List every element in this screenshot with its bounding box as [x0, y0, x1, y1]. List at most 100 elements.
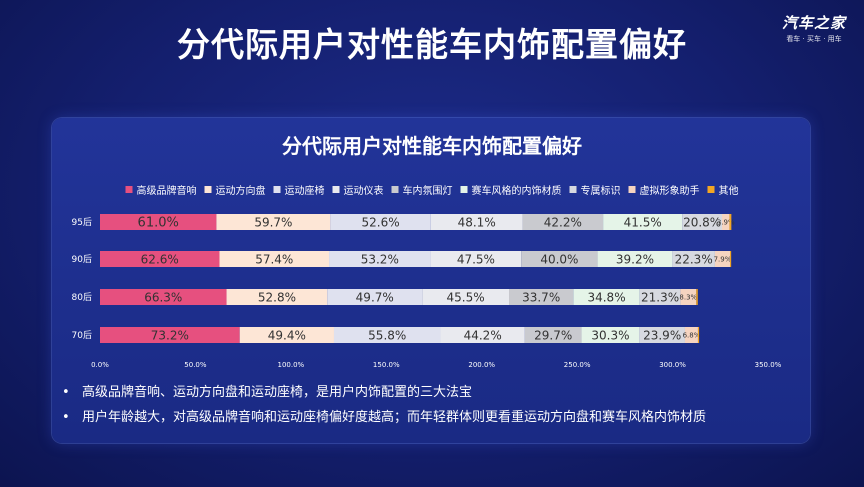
legend-label: 虚拟形象助手: [640, 184, 700, 197]
x-tick-label: 150.0%: [373, 361, 400, 369]
legend-swatch: [569, 186, 577, 193]
bar-segment: [521, 251, 598, 267]
bar-segment: [722, 214, 730, 230]
bar-segment: [440, 327, 525, 343]
brand-logo: 汽车之家 看车 · 买车 · 用车: [782, 12, 846, 44]
data-label: 39.2%: [616, 252, 654, 266]
category-label: 95后: [72, 217, 92, 228]
bar-segment: [327, 289, 423, 305]
data-label: 7.9%: [714, 256, 732, 264]
data-label: 59.7%: [254, 215, 292, 229]
data-label: 23.9%: [643, 328, 681, 342]
bar-segment: [597, 251, 673, 267]
legend-label: 专属标识: [581, 184, 621, 197]
data-label: 48.1%: [458, 215, 496, 229]
data-label: 53.2%: [361, 252, 399, 266]
data-label: 34.8%: [587, 290, 625, 304]
legend-swatch: [460, 186, 468, 193]
legend-swatch: [628, 186, 636, 193]
data-label: 42.2%: [544, 215, 582, 229]
bar-segment: [696, 289, 698, 305]
note-item: 用户年龄越大，对高级品牌音响和运动座椅偏好度越高；而年轻群体则更看重运动方向盘和…: [62, 409, 822, 426]
data-label: 47.5%: [457, 252, 495, 266]
chart-title: 分代际用户对性能车内饰配置偏好: [282, 134, 582, 158]
bar-segment: [697, 327, 700, 343]
legend-label: 运动仪表: [344, 184, 384, 197]
bar-segment: [333, 327, 441, 343]
x-tick-label: 250.0%: [564, 361, 591, 369]
data-label: 73.2%: [151, 328, 189, 342]
bar-segment: [581, 327, 640, 343]
bar-segment: [522, 214, 604, 230]
x-tick-label: 0.0%: [91, 361, 109, 369]
data-label: 6.8%: [683, 332, 701, 340]
x-tick-label: 350.0%: [755, 361, 782, 369]
data-label: 44.2%: [464, 328, 502, 342]
legend-label: 车内氛围灯: [403, 184, 453, 197]
data-label: 30.3%: [591, 328, 629, 342]
bar-segment: [639, 289, 681, 305]
data-label: 45.5%: [447, 290, 485, 304]
data-label: 8.3%: [679, 294, 697, 302]
category-label: 70后: [72, 330, 92, 341]
bar-segment: [100, 289, 227, 305]
note-item: 高级品牌音响、运动方向盘和运动座椅，是用户内饰配置的三大法宝: [62, 384, 822, 401]
data-label: 20.8%: [683, 215, 721, 229]
legend-label: 赛车风格的内饰材质: [472, 184, 562, 197]
bar-segment: [639, 327, 685, 343]
bar-segment: [509, 289, 574, 305]
data-label: 61.0%: [138, 216, 179, 231]
legend-swatch: [391, 186, 399, 193]
legend-swatch: [204, 186, 212, 193]
data-label: 49.4%: [268, 328, 306, 342]
x-tick-label: 300.0%: [659, 361, 686, 369]
x-tick-label: 200.0%: [468, 361, 495, 369]
bar-segment: [682, 214, 723, 230]
data-label: 66.3%: [144, 290, 182, 304]
bar-segment: [100, 251, 220, 267]
bar-segment: [730, 251, 732, 267]
legend-swatch: [332, 186, 340, 193]
data-label: 52.6%: [361, 215, 399, 229]
data-label: 22.3%: [675, 252, 713, 266]
legend-label: 运动座椅: [285, 184, 325, 197]
brand-tagline: 看车 · 买车 · 用车: [786, 35, 842, 43]
data-label: 57.4%: [255, 252, 293, 266]
bar-segment: [239, 327, 334, 343]
data-label: 49.7%: [356, 290, 394, 304]
bar-segment: [524, 327, 582, 343]
bar-segment: [684, 327, 698, 343]
brand-name: 汽车之家: [781, 14, 846, 32]
notes-list: 高级品牌音响、运动方向盘和运动座椅，是用户内饰配置的三大法宝 用户年龄越大，对高…: [62, 384, 822, 434]
bar-segment: [672, 251, 715, 267]
bar-segment: [573, 289, 640, 305]
data-label: 55.8%: [368, 328, 406, 342]
bar-segment: [226, 289, 328, 305]
bar-segment: [430, 251, 522, 267]
bar-segment: [603, 214, 683, 230]
bar-segment: [330, 214, 431, 230]
category-label: 90后: [72, 254, 92, 265]
bar-segment: [430, 214, 523, 230]
legend-swatch: [125, 186, 133, 193]
data-label: 52.8%: [258, 290, 296, 304]
bar-segment: [100, 327, 240, 343]
bar-segment: [100, 214, 217, 230]
x-tick-label: 100.0%: [278, 361, 305, 369]
legend-swatch: [273, 186, 281, 193]
bar-segment: [714, 251, 731, 267]
legend-label: 高级品牌音响: [137, 184, 197, 197]
bar-segment: [219, 251, 330, 267]
page-title: 分代际用户对性能车内饰配置偏好: [177, 25, 687, 64]
data-label: 29.7%: [534, 328, 572, 342]
bar-segment: [422, 289, 510, 305]
data-label: 62.6%: [141, 252, 179, 266]
legend-swatch: [707, 186, 715, 193]
legend-label: 运动方向盘: [216, 184, 266, 197]
data-label: 40.0%: [540, 252, 578, 266]
bar-segment: [680, 289, 697, 305]
category-label: 80后: [72, 292, 92, 303]
data-label: 3.9%: [717, 219, 735, 227]
bar-segment: [216, 214, 331, 230]
